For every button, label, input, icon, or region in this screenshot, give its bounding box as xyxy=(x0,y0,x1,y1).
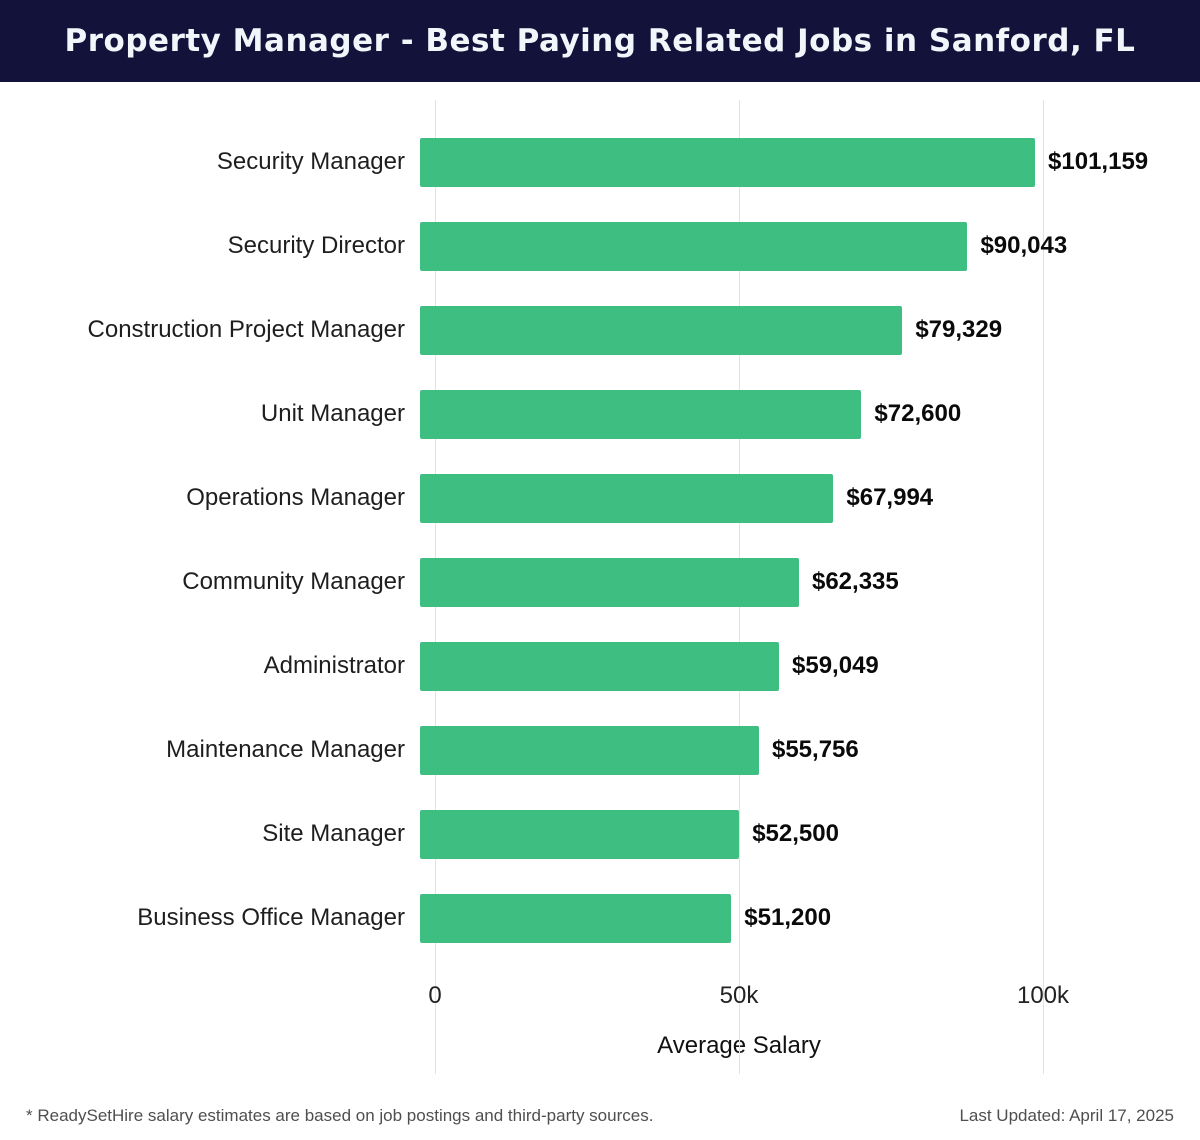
chart-rows: Security Manager $101,159 Security Directo… xyxy=(0,120,1200,960)
x-axis-ticks: 0 50k 100k xyxy=(428,982,1069,1018)
bar-value-label: $51,200 xyxy=(744,904,832,931)
bar-area: $79,329 xyxy=(420,305,1200,355)
bar-row: Unit Manager $72,600 xyxy=(0,372,1200,456)
bar-category-label: Site Manager xyxy=(262,820,405,847)
bar-category-label: Construction Project Manager xyxy=(87,316,405,343)
bar-value-label: $55,756 xyxy=(771,736,859,763)
x-tick-label: 100k xyxy=(1016,982,1070,1009)
bar-area: $55,756 xyxy=(420,725,1200,775)
bar xyxy=(420,389,862,439)
bar-row: Site Manager $52,500 xyxy=(0,792,1200,876)
bar-row: Operations Manager $67,994 xyxy=(0,456,1200,540)
bar-value-label: $101,159 xyxy=(1048,148,1149,175)
bar-value-label: $62,335 xyxy=(811,568,899,595)
bar-row: Security Director $90,043 xyxy=(0,204,1200,288)
bar-category-label: Security Manager xyxy=(216,148,405,175)
bar xyxy=(420,809,740,859)
bar xyxy=(420,557,799,607)
bar-area: $90,043 xyxy=(420,221,1200,271)
bar-row: Business Office Manager $51,200 xyxy=(0,876,1200,960)
bar xyxy=(420,305,903,355)
bar-area: $62,335 xyxy=(420,557,1200,607)
last-updated: Last Updated: April 17, 2025 xyxy=(959,1106,1174,1125)
bar-category-label: Maintenance Manager xyxy=(166,736,405,763)
bar-category-label: Administrator xyxy=(263,652,405,679)
bar-area: $59,049 xyxy=(420,641,1200,691)
bar-row: Administrator $59,049 xyxy=(0,624,1200,708)
bar-row: Security Manager $101,159 xyxy=(0,120,1200,204)
x-tick-label: 50k xyxy=(719,982,759,1009)
bar-category-label: Business Office Manager xyxy=(137,904,405,931)
bar-area: $67,994 xyxy=(420,473,1200,523)
gridline xyxy=(1043,100,1044,1074)
bar-area: $101,159 xyxy=(420,137,1200,187)
bar-chart: Security Manager $101,159 Security Directo… xyxy=(0,82,1200,1074)
x-tick-label: 0 xyxy=(428,982,442,1009)
bar-value-label: $79,329 xyxy=(915,316,1003,343)
bar-row: Community Manager $62,335 xyxy=(0,540,1200,624)
bar xyxy=(420,641,780,691)
bar xyxy=(420,473,834,523)
bar xyxy=(420,893,732,943)
bar-area: $72,600 xyxy=(420,389,1200,439)
bar-value-label: $59,049 xyxy=(792,652,879,679)
header-bar: Property Manager - Best Paying Related J… xyxy=(0,0,1200,82)
bar-category-label: Community Manager xyxy=(182,568,405,595)
bar-value-label: $67,994 xyxy=(846,484,934,511)
bar-row: Maintenance Manager $55,756 xyxy=(0,708,1200,792)
bar-area: $51,200 xyxy=(420,893,1200,943)
bar-category-label: Unit Manager xyxy=(260,400,405,427)
bar-row: Construction Project Manager $79,329 xyxy=(0,288,1200,372)
bar-value-label: $90,043 xyxy=(980,232,1068,259)
bar xyxy=(420,725,759,775)
bar-value-label: $52,500 xyxy=(752,820,839,847)
bar-area: $52,500 xyxy=(420,809,1200,859)
bar-category-label: Security Director xyxy=(227,232,405,259)
source-note: * ReadySetHire salary estimates are base… xyxy=(26,1106,654,1125)
footer: * ReadySetHire salary estimates are base… xyxy=(0,1106,1200,1126)
bar-category-label: Operations Manager xyxy=(186,484,405,511)
bar xyxy=(420,221,968,271)
chart-title: Property Manager - Best Paying Related J… xyxy=(64,23,1136,59)
bar-value-label: $72,600 xyxy=(874,400,962,427)
bar xyxy=(420,137,1036,187)
